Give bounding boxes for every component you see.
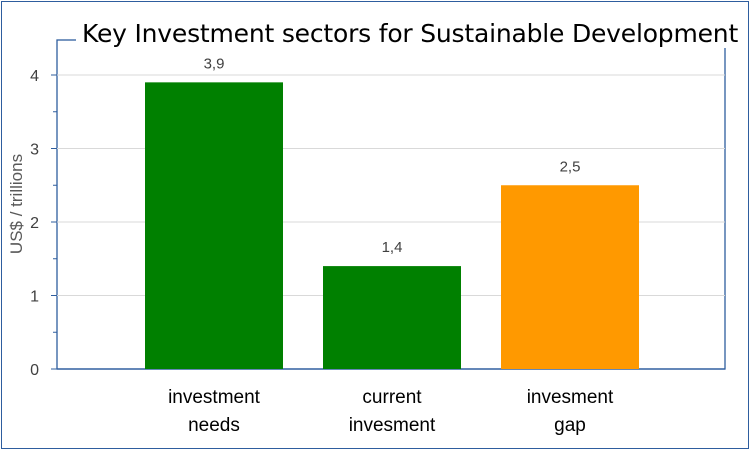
y-tick-label: 4 (30, 68, 39, 85)
x-axis-labels: investment needs current invesment invesment… (168, 387, 614, 436)
bar (145, 82, 283, 369)
x-tick-label: current (362, 387, 422, 408)
y-tick-label: 3 (30, 142, 39, 159)
x-tick-label: investment (168, 387, 261, 408)
data-label: 3,9 (204, 55, 225, 72)
data-label: 1,4 (382, 239, 403, 256)
y-tick-label: 0 (30, 362, 39, 379)
chart-title: Key Investment sectors for Sustainable D… (76, 19, 745, 48)
bar (323, 266, 461, 369)
bars (145, 82, 639, 369)
value-labels: 3,9 1,4 2,5 (204, 55, 581, 256)
data-label: 2,5 (560, 158, 581, 175)
y-axis-label: US$ / trillions (7, 154, 26, 254)
y-tick-label: 2 (30, 215, 39, 232)
x-tick-label: invesment (349, 415, 436, 436)
x-tick-label: invesment (527, 387, 614, 408)
x-tick-label: needs (188, 415, 240, 436)
y-tick-label: 1 (30, 289, 39, 306)
bar (501, 185, 639, 369)
x-tick-label: gap (554, 415, 586, 436)
